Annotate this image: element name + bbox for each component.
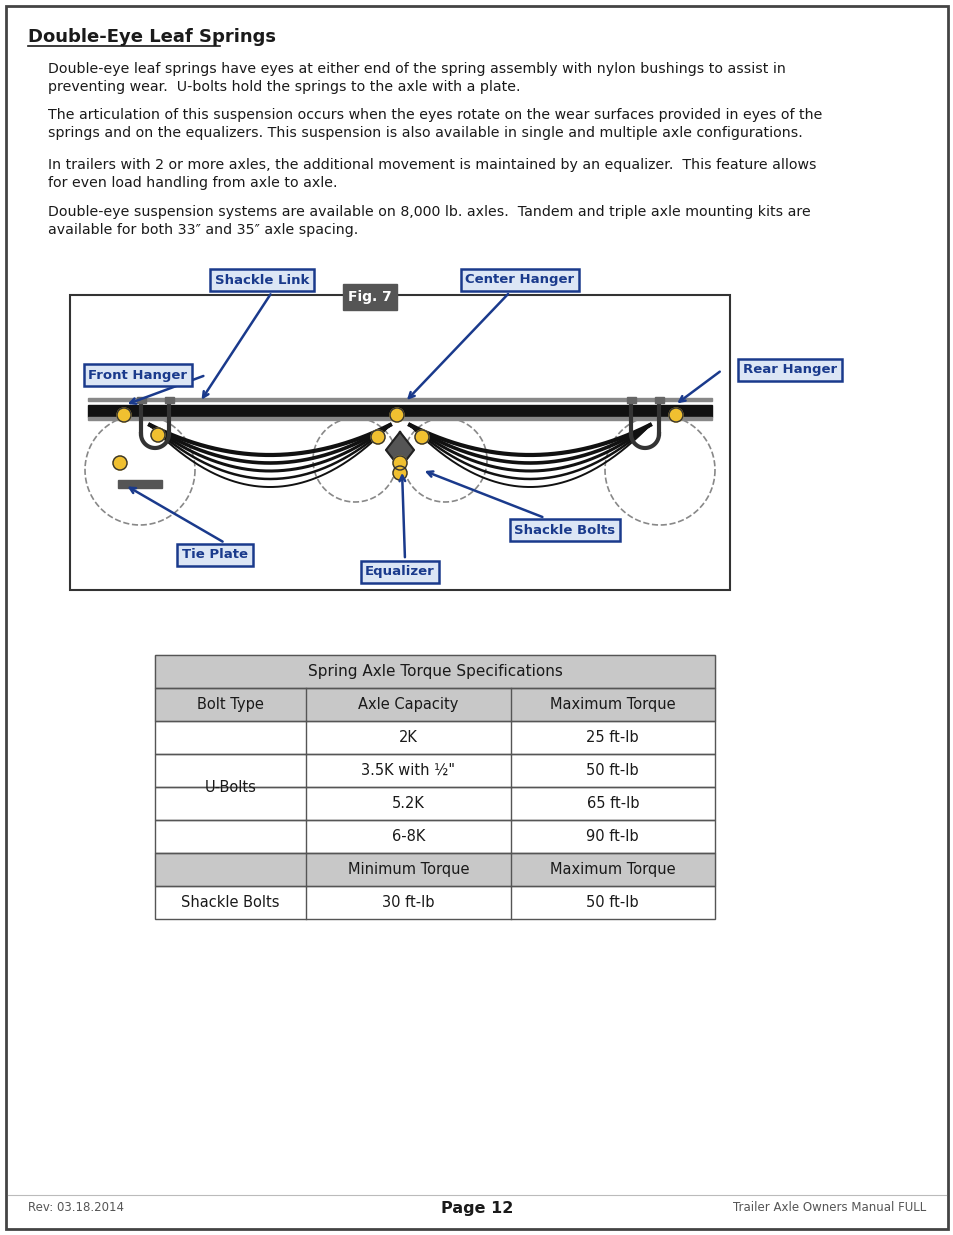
Text: Fig. 7: Fig. 7 — [348, 290, 392, 304]
Text: Maximum Torque: Maximum Torque — [550, 862, 675, 877]
Bar — [154, 655, 714, 688]
Bar — [88, 417, 711, 420]
Bar — [154, 885, 714, 919]
Text: Spring Axle Torque Specifications: Spring Axle Torque Specifications — [307, 664, 562, 679]
Text: Double-eye leaf springs have eyes at either end of the spring assembly with nylo: Double-eye leaf springs have eyes at eit… — [48, 62, 785, 94]
Text: 5.2K: 5.2K — [392, 797, 424, 811]
Polygon shape — [386, 432, 414, 468]
Bar — [88, 398, 711, 401]
Text: Double-eye suspension systems are available on 8,000 lb. axles.  Tandem and trip: Double-eye suspension systems are availa… — [48, 205, 810, 237]
Bar — [118, 480, 162, 488]
Circle shape — [668, 408, 682, 422]
Text: 2K: 2K — [398, 730, 417, 745]
Circle shape — [151, 429, 165, 442]
Bar — [154, 820, 714, 853]
Text: Minimum Torque: Minimum Torque — [347, 862, 469, 877]
Text: Page 12: Page 12 — [440, 1200, 513, 1216]
Text: Rear Hanger: Rear Hanger — [742, 363, 836, 377]
Bar — [154, 853, 714, 885]
Bar — [154, 688, 714, 721]
Text: 50 ft-lb: 50 ft-lb — [586, 763, 639, 778]
Bar — [154, 721, 714, 755]
Circle shape — [117, 408, 131, 422]
Text: 90 ft-lb: 90 ft-lb — [586, 829, 639, 844]
Text: Shackle Link: Shackle Link — [214, 273, 309, 287]
Text: Shackle Bolts: Shackle Bolts — [514, 524, 615, 536]
Text: Bolt Type: Bolt Type — [197, 697, 264, 713]
Bar — [154, 688, 714, 721]
Text: 50 ft-lb: 50 ft-lb — [586, 895, 639, 910]
Text: U-Bolts: U-Bolts — [205, 779, 256, 794]
Text: 6-8K: 6-8K — [392, 829, 425, 844]
Text: The articulation of this suspension occurs when the eyes rotate on the wear surf: The articulation of this suspension occu… — [48, 107, 821, 141]
Circle shape — [112, 456, 127, 471]
Bar — [655, 396, 663, 403]
Text: 25 ft-lb: 25 ft-lb — [586, 730, 639, 745]
Circle shape — [415, 430, 429, 445]
Text: In trailers with 2 or more axles, the additional movement is maintained by an eq: In trailers with 2 or more axles, the ad… — [48, 158, 816, 190]
Text: Equalizer: Equalizer — [365, 566, 435, 578]
Circle shape — [393, 466, 407, 480]
Bar — [70, 295, 729, 590]
Bar — [626, 396, 636, 403]
Text: Tie Plate: Tie Plate — [182, 548, 248, 562]
Text: Axle Capacity: Axle Capacity — [357, 697, 458, 713]
Circle shape — [371, 430, 385, 445]
Bar — [154, 853, 714, 885]
Bar — [154, 755, 714, 787]
Circle shape — [390, 408, 403, 422]
Bar — [165, 396, 173, 403]
Bar — [154, 820, 714, 853]
Bar — [154, 755, 714, 787]
Text: Center Hanger: Center Hanger — [465, 273, 574, 287]
Bar — [154, 787, 714, 820]
Text: 30 ft-lb: 30 ft-lb — [382, 895, 435, 910]
Text: Shackle Bolts: Shackle Bolts — [181, 895, 279, 910]
Bar — [154, 787, 714, 820]
Circle shape — [393, 456, 407, 471]
Text: Rev: 03.18.2014: Rev: 03.18.2014 — [28, 1200, 124, 1214]
Bar — [137, 396, 146, 403]
Bar — [88, 405, 711, 417]
Text: Double-Eye Leaf Springs: Double-Eye Leaf Springs — [28, 28, 275, 46]
Text: Maximum Torque: Maximum Torque — [550, 697, 675, 713]
Text: Trailer Axle Owners Manual FULL: Trailer Axle Owners Manual FULL — [732, 1200, 925, 1214]
Bar — [154, 721, 714, 755]
Text: 3.5K with ½": 3.5K with ½" — [361, 763, 455, 778]
Text: Front Hanger: Front Hanger — [89, 368, 188, 382]
Bar — [154, 885, 714, 919]
Text: 65 ft-lb: 65 ft-lb — [586, 797, 639, 811]
Bar — [154, 655, 714, 688]
